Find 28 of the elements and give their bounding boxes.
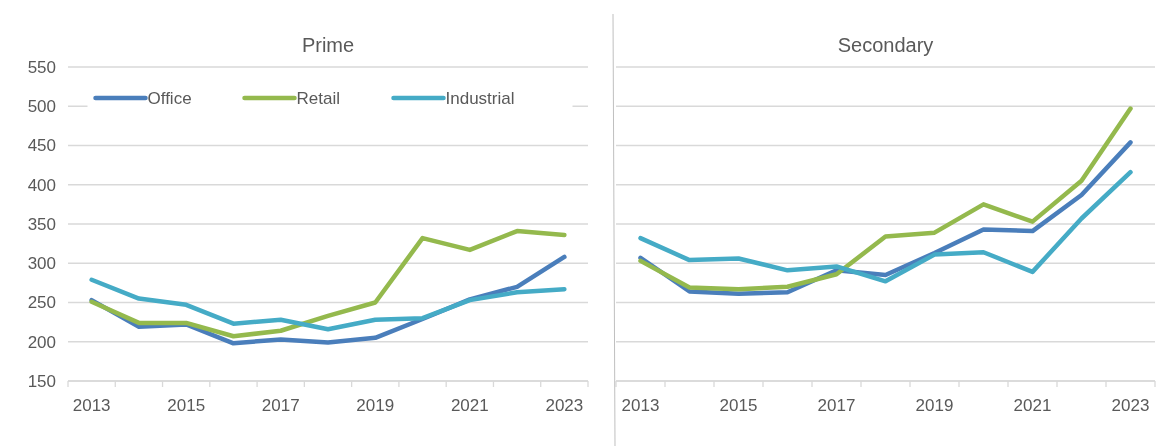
x-tick-label: 2019 bbox=[915, 396, 954, 415]
y-tick-label: 150 bbox=[27, 371, 56, 391]
x-tick-label: 2021 bbox=[450, 396, 489, 415]
legend-label: Office bbox=[147, 88, 192, 108]
x-tick-label: 2013 bbox=[621, 396, 660, 415]
x-tick-label: 2015 bbox=[167, 396, 206, 415]
line-series bbox=[89, 228, 567, 339]
x-tick-label: 2019 bbox=[356, 396, 395, 415]
y-tick-label: 550 bbox=[27, 57, 56, 77]
x-tick-label: 2023 bbox=[545, 396, 584, 415]
x-tick-label: 2017 bbox=[817, 396, 856, 415]
y-tick-label: 200 bbox=[27, 332, 56, 352]
y-tick-label: 350 bbox=[27, 214, 56, 234]
line-series bbox=[89, 277, 567, 332]
x-tick-label: 2015 bbox=[719, 396, 758, 415]
x-tick-label: 2017 bbox=[261, 396, 300, 415]
y-tick-label: 450 bbox=[27, 136, 56, 156]
y-tick-label: 250 bbox=[27, 293, 56, 313]
y-tick-label: 500 bbox=[27, 97, 56, 117]
x-tick-label: 2021 bbox=[1013, 396, 1052, 415]
chart-title: Secondary bbox=[837, 34, 934, 56]
x-tick-label: 2013 bbox=[72, 396, 111, 415]
chart-title: Prime bbox=[301, 34, 355, 56]
legend-label: Industrial bbox=[445, 88, 515, 108]
y-tick-label: 300 bbox=[27, 254, 56, 274]
y-tick-label: 400 bbox=[27, 175, 56, 195]
x-tick-label: 2023 bbox=[1111, 396, 1150, 415]
legend-label: Retail bbox=[296, 88, 340, 108]
